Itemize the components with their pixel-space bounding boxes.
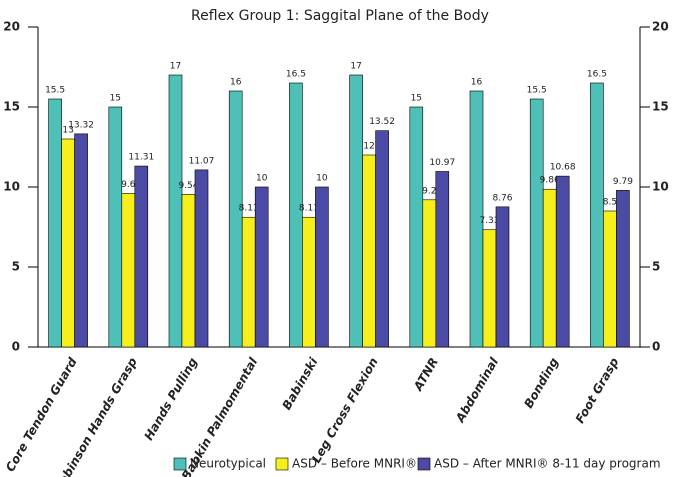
value-label: 17	[170, 62, 181, 72]
y-tick-label: 5	[12, 260, 20, 274]
value-label: 9.6	[121, 180, 136, 190]
value-label: 8.11	[299, 204, 319, 214]
bar	[289, 82, 303, 348]
value-label: 10.68	[550, 163, 576, 173]
bar	[194, 169, 209, 348]
x-tick-label: Hands Pulling	[142, 355, 201, 443]
value-label: 11.07	[189, 156, 215, 166]
bar	[48, 98, 62, 348]
value-label: 8.11	[239, 204, 259, 214]
value-label: 13.52	[369, 117, 395, 127]
bar	[482, 229, 497, 348]
value-label: 11.31	[128, 153, 154, 163]
bar	[555, 175, 570, 348]
value-label: 10	[256, 174, 268, 184]
bar	[422, 199, 437, 348]
y-tick-label: 0	[12, 340, 20, 354]
value-label: 8.5	[603, 198, 617, 208]
bar	[315, 186, 329, 348]
bar	[241, 216, 256, 348]
value-label: 9.54	[178, 181, 198, 191]
bar	[590, 82, 604, 348]
bar	[409, 106, 424, 348]
value-label: 10.97	[429, 158, 455, 168]
value-label: 12	[363, 142, 374, 152]
x-tick-label: Foot Grasp	[573, 355, 622, 426]
bar	[181, 194, 196, 348]
value-label: 9.79	[613, 177, 633, 187]
bar	[603, 210, 617, 348]
value-label: 13.32	[68, 120, 94, 130]
bar	[168, 74, 183, 348]
y2-tick-label: 15	[652, 100, 669, 114]
value-label: 15	[411, 94, 422, 104]
y-tick-label: 20	[3, 20, 20, 34]
value-label: 15	[110, 94, 121, 104]
x-tick-label: ATNR	[411, 355, 441, 394]
y2-tick-label: 20	[652, 20, 669, 34]
value-label: 9.2	[422, 186, 436, 196]
bar	[616, 190, 630, 348]
value-label: 16	[471, 78, 483, 88]
value-label: 16	[230, 78, 242, 88]
legend-label: ASD – After MNRI® 8-11 day program	[434, 457, 661, 471]
bar	[108, 106, 123, 348]
bar	[495, 206, 510, 348]
bar	[121, 193, 136, 348]
value-label: 10	[316, 174, 328, 184]
y2-tick-label: 0	[652, 340, 660, 354]
bar	[469, 90, 484, 348]
bar	[542, 188, 557, 348]
bar	[134, 165, 149, 348]
bar	[254, 186, 269, 348]
legend-swatch	[417, 457, 431, 471]
value-label: 17	[350, 62, 361, 72]
y-tick-label: 10	[3, 180, 20, 194]
chart-title: Reflex Group 1: Saggital Plane of the Bo…	[191, 8, 489, 24]
x-tick-label: Babinski	[280, 354, 321, 412]
x-tick-label: Leg Cross Flexion	[309, 355, 381, 465]
value-label: 13	[62, 126, 73, 136]
bar	[349, 74, 363, 348]
value-label: 8.76	[492, 193, 512, 203]
bar	[435, 171, 450, 348]
y2-tick-label: 5	[652, 260, 660, 274]
legend-swatch	[173, 457, 187, 471]
bar	[228, 90, 243, 348]
bar	[529, 98, 544, 348]
bar	[302, 216, 316, 348]
value-label: 7.33	[479, 216, 499, 226]
x-tick-label: Abdominal	[452, 354, 501, 425]
bar	[61, 138, 75, 348]
value-label: 16.5	[587, 70, 607, 80]
bar	[74, 133, 88, 348]
value-label: 15.5	[527, 86, 547, 96]
value-label: 16.5	[286, 70, 306, 80]
bar	[362, 154, 376, 348]
y-tick-label: 15	[3, 100, 20, 114]
x-tick-label: Bonding	[521, 355, 561, 411]
legend-label: Neurotypical	[190, 457, 266, 471]
legend-swatch	[275, 457, 289, 471]
bar	[375, 130, 389, 348]
y2-tick-label: 10	[652, 180, 669, 194]
value-label: 15.5	[45, 86, 65, 96]
legend-label: ASD – Before MNRI®	[292, 457, 417, 471]
value-label: 9.86	[540, 176, 560, 186]
